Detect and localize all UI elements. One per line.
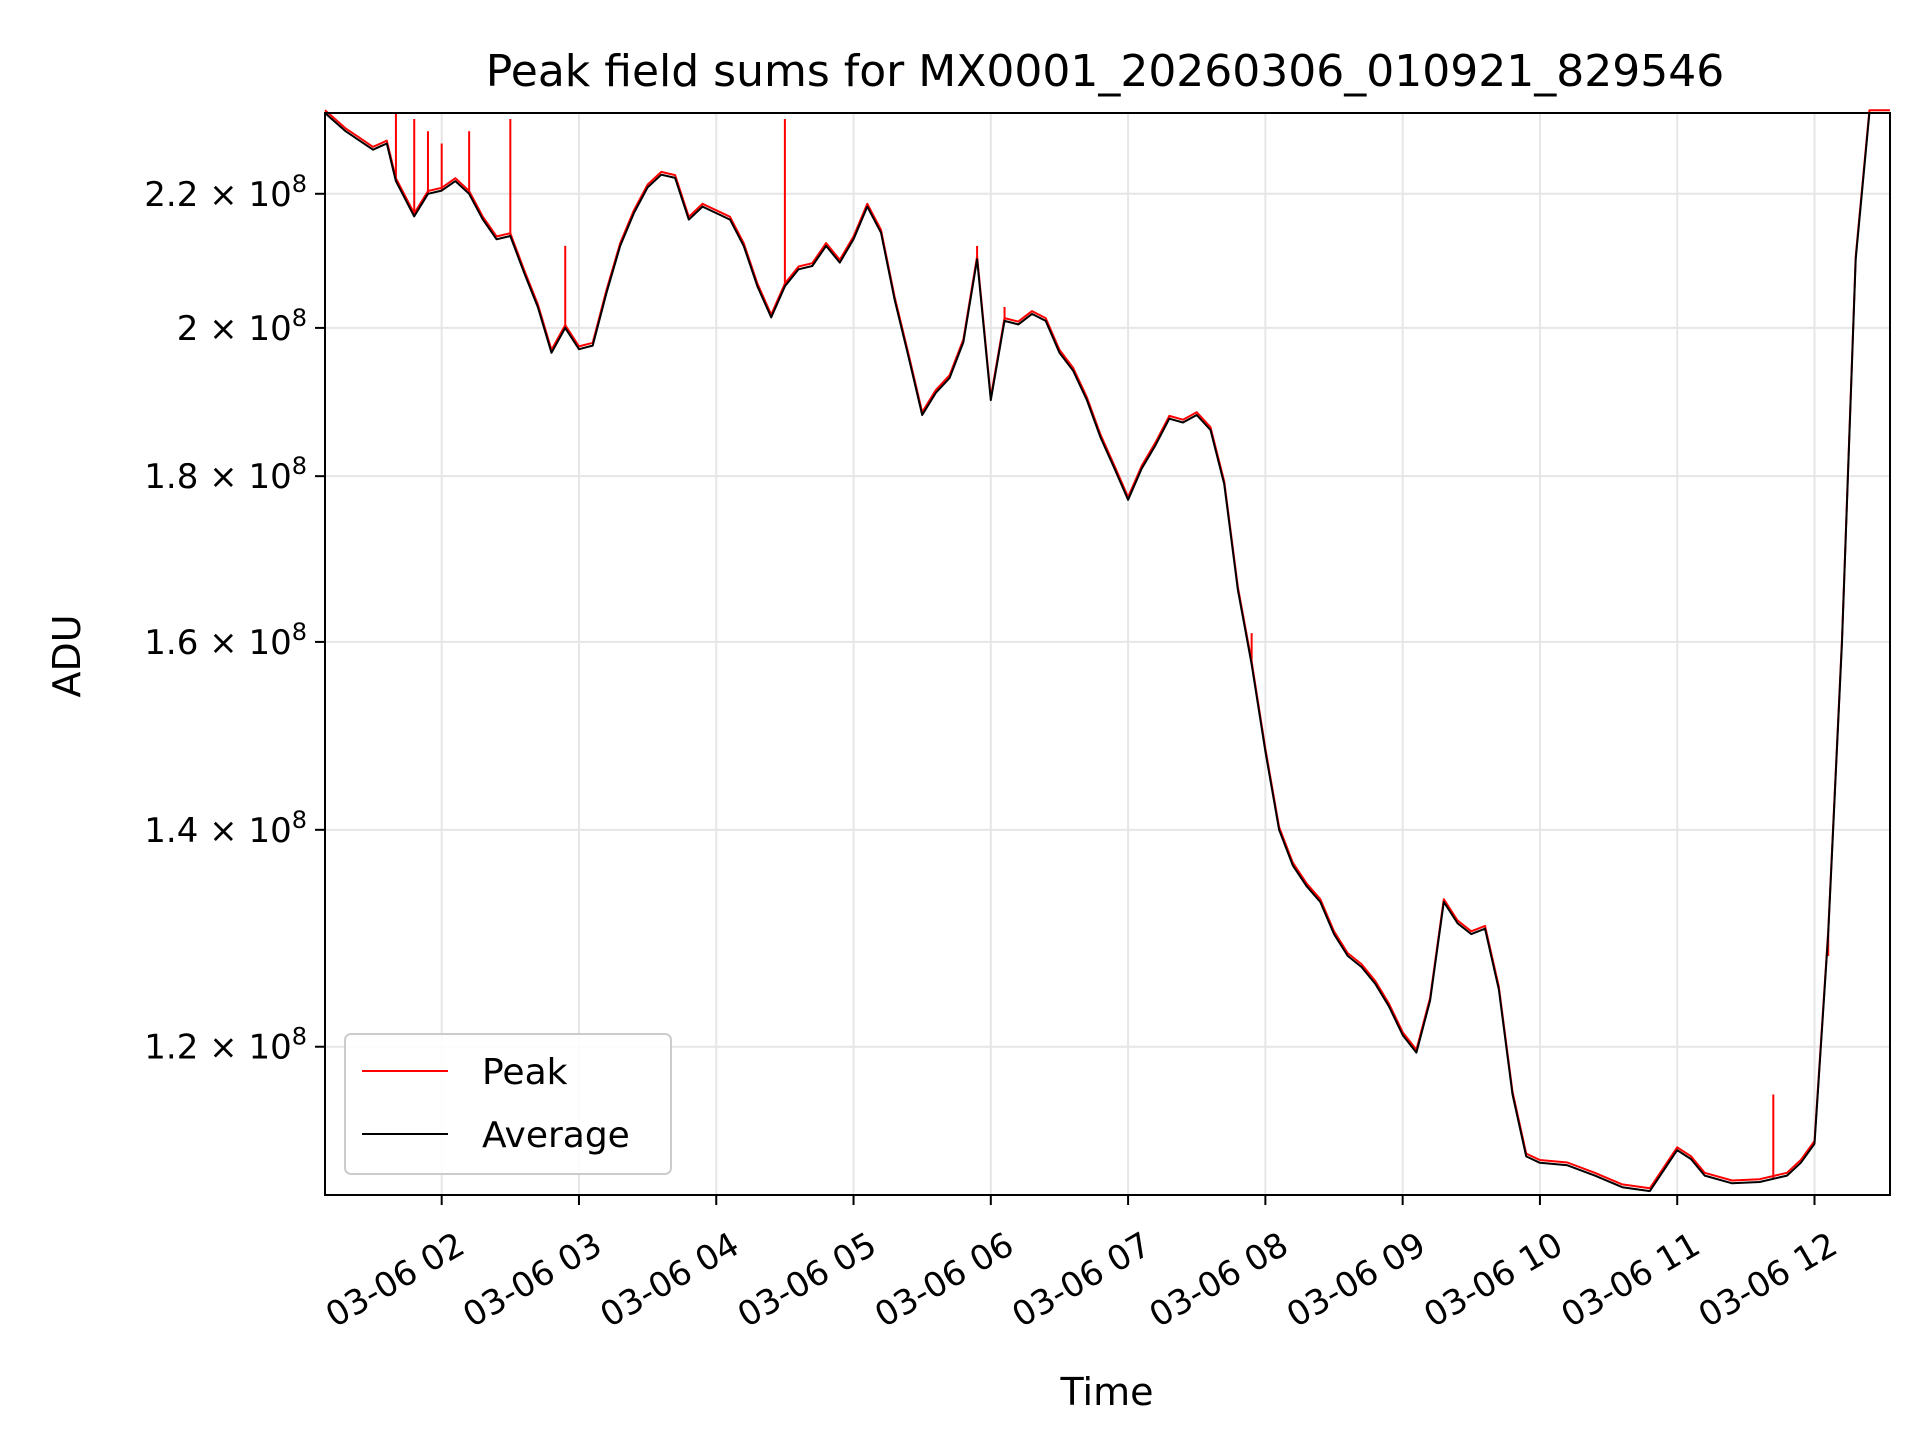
series-layer (324, 109, 1890, 1193)
plot-frame (324, 112, 1891, 1196)
y-ticks: 1.2 × 108 1.4 × 108 1.6 × 108 1.8 × 108 2 × … (144, 170, 325, 1068)
legend-box (344, 1033, 672, 1175)
series-average-line (324, 112, 1890, 1193)
y-tick-label: 1.8 × 108 (144, 452, 307, 497)
y-tick-label: 1.2 × 108 (144, 1023, 307, 1068)
legend-label-average: Average (482, 1115, 630, 1156)
legend-label-peak: Peak (482, 1052, 568, 1093)
y-tick-label: 2.2 × 108 (144, 170, 307, 215)
y-tick-label: 1.4 × 108 (144, 806, 307, 851)
y-axis-label: ADU (45, 614, 89, 697)
y-tick-label: 1.6 × 108 (144, 618, 307, 663)
y-tick-label: 2 × 108 (177, 304, 307, 349)
chart-title: Peak field sums for MX0001_20260306_0109… (486, 46, 1724, 97)
x-axis-label: Time (1060, 1370, 1154, 1414)
legend: Peak Average (344, 1033, 672, 1175)
series-peak-line (324, 109, 1890, 1190)
